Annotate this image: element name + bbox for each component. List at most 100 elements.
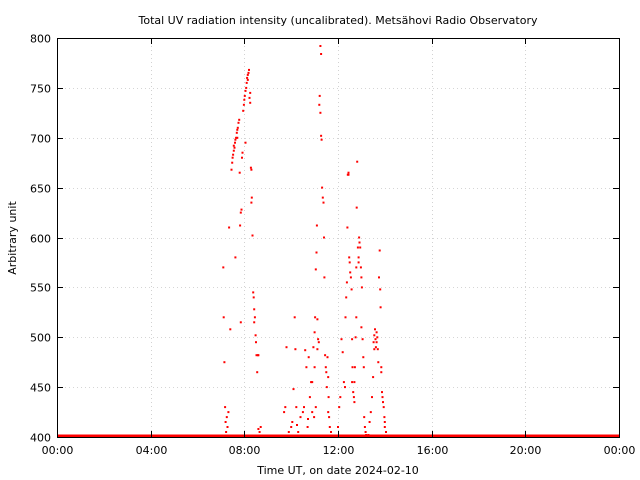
grid — [57, 38, 619, 437]
data-point — [311, 381, 314, 384]
data-point — [246, 76, 249, 79]
data-point — [362, 366, 365, 369]
data-point — [257, 354, 260, 357]
data-point — [239, 321, 242, 324]
data-point — [371, 396, 373, 399]
data-point — [249, 91, 252, 94]
data-point — [225, 431, 228, 433]
data-point — [385, 431, 387, 433]
data-point — [348, 261, 351, 264]
data-point — [253, 321, 256, 324]
data-point — [381, 391, 383, 394]
y-tick-label: 500 — [30, 332, 51, 345]
data-point — [241, 156, 243, 159]
data-point — [354, 336, 357, 339]
data-point — [324, 366, 327, 369]
data-point — [233, 146, 236, 149]
data-point — [344, 386, 346, 389]
data-point — [349, 276, 352, 279]
data-point — [256, 371, 259, 374]
data-point — [293, 316, 296, 319]
data-point — [337, 426, 339, 428]
data-point — [227, 411, 230, 414]
data-point — [231, 161, 234, 164]
data-point — [320, 53, 323, 55]
data-point — [325, 371, 328, 374]
data-point — [362, 356, 365, 359]
data-point — [307, 418, 309, 420]
y-tick-label: 400 — [30, 432, 51, 445]
data-point — [287, 431, 290, 433]
data-point — [317, 338, 320, 341]
data-point — [383, 416, 386, 419]
data-point — [349, 271, 352, 274]
data-point — [319, 45, 322, 47]
data-point — [237, 121, 240, 124]
data-point — [291, 421, 294, 423]
data-point — [379, 288, 382, 291]
data-point — [378, 276, 380, 279]
data-point — [314, 406, 317, 409]
data-point — [345, 281, 348, 284]
y-tick-label: 550 — [30, 282, 51, 295]
data-point — [326, 356, 329, 359]
data-point — [374, 328, 376, 331]
data-point — [295, 406, 298, 409]
data-point — [236, 128, 239, 131]
data-point — [321, 196, 324, 199]
data-point — [369, 411, 372, 414]
data-point — [355, 206, 358, 209]
data-point — [364, 431, 367, 433]
data-point — [351, 338, 354, 341]
data-point — [244, 141, 247, 144]
data-point — [357, 256, 360, 259]
data-point — [372, 376, 375, 379]
data-point — [381, 396, 384, 399]
x-axis-label: Time UT, on date 2024-02-10 — [256, 464, 419, 477]
data-point — [316, 318, 319, 321]
data-point — [235, 136, 238, 139]
data-point — [253, 308, 256, 311]
data-point — [375, 331, 378, 334]
y-tick-label: 650 — [30, 183, 51, 196]
data-point — [252, 296, 255, 299]
data-point — [234, 256, 237, 259]
data-point — [355, 266, 358, 269]
data-point — [356, 160, 359, 163]
data-point — [252, 291, 255, 294]
data-point — [328, 426, 331, 428]
data-point — [368, 421, 371, 423]
data-point — [318, 103, 321, 106]
data-point — [352, 396, 355, 399]
data-point — [303, 406, 305, 409]
data-point — [341, 351, 344, 354]
data-point — [348, 256, 351, 259]
data-point — [246, 73, 249, 76]
data-point — [376, 348, 379, 351]
data-point — [323, 276, 326, 279]
data-point — [316, 348, 319, 351]
data-point — [241, 151, 244, 154]
data-point — [232, 153, 235, 156]
data-point — [238, 118, 241, 121]
data-point — [301, 411, 304, 414]
data-point — [224, 421, 227, 423]
data-point — [246, 78, 249, 81]
data-point — [253, 316, 256, 319]
data-point — [360, 286, 363, 289]
data-point — [249, 166, 252, 169]
data-point — [327, 376, 330, 379]
data-point — [324, 354, 327, 357]
data-point — [339, 396, 342, 399]
data-point — [250, 196, 253, 199]
axis-ticks: 00:00 04:00 08:00 12:00 16:00 20:00 00:0040045… — [30, 33, 635, 458]
data-point — [313, 331, 316, 334]
data-point — [330, 431, 332, 433]
data-point — [315, 251, 318, 254]
data-point — [361, 338, 364, 341]
x-tick-label: 12:00 — [323, 444, 355, 457]
data-point — [231, 156, 234, 159]
data-point — [254, 334, 257, 337]
data-point — [373, 348, 376, 351]
data-point — [240, 208, 243, 211]
